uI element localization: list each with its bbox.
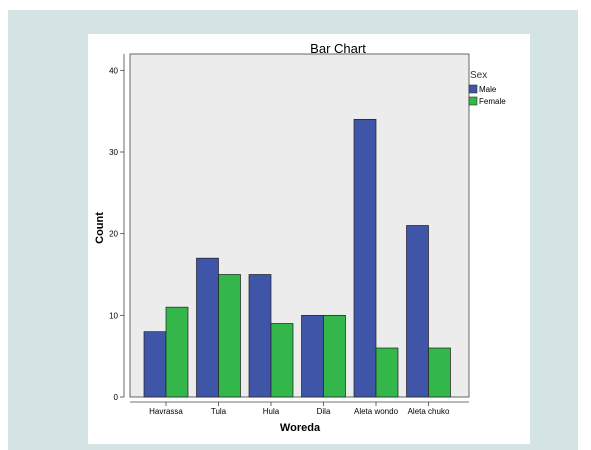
y-tick-label: 10	[109, 311, 118, 320]
bar-female-hula	[270, 323, 294, 398]
bar-male-hula	[248, 274, 272, 398]
x-tick-label: Hula	[263, 407, 280, 416]
x-axis-label: Woreda	[280, 422, 321, 434]
bar-male-aleta-chuko	[406, 225, 429, 398]
legend-swatch-female	[468, 96, 478, 106]
x-tick-label: Tula	[211, 407, 227, 416]
bar-female-aleta-wondo	[375, 347, 399, 398]
x-tick-label: Dila	[317, 407, 331, 416]
bar-female-tula	[218, 274, 241, 398]
legend: Sex Male Female	[468, 70, 506, 106]
bar-male-havrassa	[143, 331, 167, 398]
bar-female-dila	[323, 314, 346, 398]
x-tick-label: Aleta wondo	[354, 407, 399, 416]
x-tick-label: Havrassa	[149, 407, 183, 416]
bar-male-tula	[196, 257, 219, 398]
figure-frame: 0 10 20 30 40 Havrassa Tula Hula Dila Aleta wond…	[8, 10, 578, 450]
bar-chart: 0 10 20 30 40 Havrassa Tula Hula Dila Aleta wond…	[94, 41, 506, 434]
legend-title: Sex	[470, 70, 487, 81]
y-tick-label: 30	[109, 148, 118, 157]
bar-male-aleta-wondo	[353, 118, 377, 398]
bar-female-havrassa	[165, 306, 189, 398]
y-tick-label: 40	[109, 66, 118, 75]
x-tick-label: Aleta chuko	[408, 407, 450, 416]
legend-label-female: Female	[479, 97, 506, 106]
bar-female-aleta-chuko	[428, 347, 451, 398]
chart-card: 0 10 20 30 40 Havrassa Tula Hula Dila Aleta wond…	[88, 34, 530, 444]
bar-male-dila	[301, 314, 324, 398]
y-tick-label: 20	[109, 230, 118, 239]
chart-title: Bar Chart	[310, 41, 366, 56]
y-axis-label: Count	[94, 212, 106, 244]
legend-swatch-male	[468, 84, 478, 94]
y-tick-label: 0	[114, 393, 119, 402]
legend-label-male: Male	[479, 85, 497, 94]
